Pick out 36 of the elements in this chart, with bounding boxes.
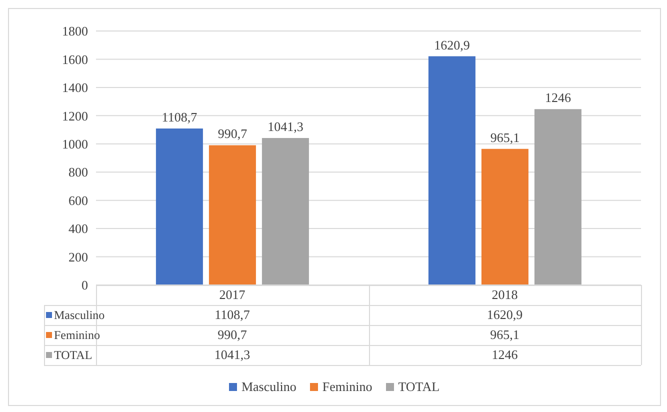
y-tick-label: 1200 [62, 108, 88, 124]
y-tick-label: 600 [68, 192, 88, 208]
data-label: 1108,7 [214, 307, 250, 322]
bar [534, 109, 582, 285]
data-label: 1620,9 [486, 306, 524, 324]
y-tick-label: 1600 [62, 52, 88, 67]
text: 1620,9 [434, 37, 470, 52]
y-tick-label: 1400 [62, 80, 88, 96]
y-tick-label: 200 [68, 249, 88, 264]
bar [156, 128, 203, 285]
y-tick-label: 800 [68, 164, 88, 180]
data-label: 965,1 [489, 326, 520, 344]
text: TOTAL [54, 348, 92, 362]
y-tick-label: 1000 [62, 136, 88, 152]
data-label: 1246 [490, 346, 519, 364]
text: Feminino [54, 328, 100, 342]
text: 965,1 [490, 130, 520, 145]
bar [481, 148, 528, 285]
bar [428, 56, 476, 285]
bar [262, 138, 309, 285]
legend-label: Feminino [321, 379, 372, 395]
text: 990,7 [218, 126, 248, 142]
y-tick-label: 1800 [62, 24, 88, 39]
bar [208, 145, 256, 285]
y-tick-label: 0 [82, 278, 88, 293]
data-label: 990,7 [218, 327, 247, 342]
text: 1108,7 [162, 110, 198, 125]
legend-label: Masculino [53, 307, 105, 324]
y-tick-label: 400 [68, 221, 88, 236]
x-tick-label: 2017 [218, 286, 246, 304]
text: Masculino [241, 379, 296, 394]
legend-label: TOTAL [397, 379, 440, 395]
text: 1041,3 [268, 119, 304, 134]
data-label: 1041,3 [213, 346, 252, 364]
text: 1246 [544, 90, 571, 106]
x-tick-label: 2018 [490, 286, 519, 304]
